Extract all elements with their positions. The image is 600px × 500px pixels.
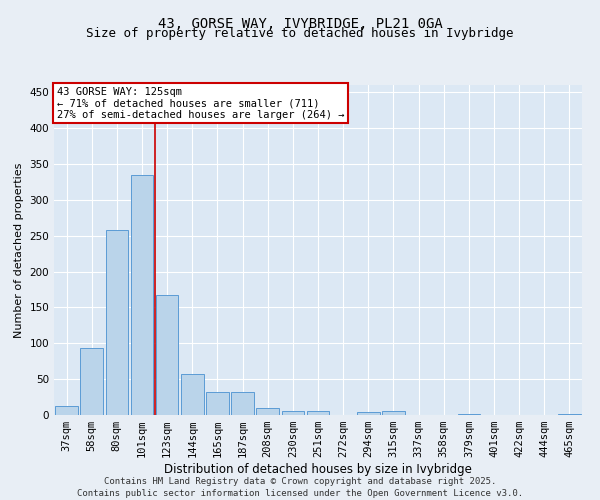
Bar — [55, 406, 78, 415]
Bar — [131, 174, 154, 415]
Bar — [458, 414, 480, 415]
Bar — [558, 414, 581, 415]
Bar — [281, 410, 304, 415]
Bar — [382, 412, 405, 415]
Bar — [106, 230, 128, 415]
Bar — [156, 295, 178, 415]
Bar — [307, 412, 329, 415]
Y-axis label: Number of detached properties: Number of detached properties — [14, 162, 24, 338]
Bar — [206, 392, 229, 415]
Bar — [256, 408, 279, 415]
Bar — [181, 374, 203, 415]
Bar — [357, 412, 380, 415]
Bar — [80, 348, 103, 415]
Text: 43 GORSE WAY: 125sqm
← 71% of detached houses are smaller (711)
27% of semi-deta: 43 GORSE WAY: 125sqm ← 71% of detached h… — [56, 86, 344, 120]
Text: Contains HM Land Registry data © Crown copyright and database right 2025.
Contai: Contains HM Land Registry data © Crown c… — [77, 476, 523, 498]
Bar — [231, 392, 254, 415]
X-axis label: Distribution of detached houses by size in Ivybridge: Distribution of detached houses by size … — [164, 463, 472, 476]
Text: Size of property relative to detached houses in Ivybridge: Size of property relative to detached ho… — [86, 28, 514, 40]
Text: 43, GORSE WAY, IVYBRIDGE, PL21 0GA: 43, GORSE WAY, IVYBRIDGE, PL21 0GA — [158, 18, 442, 32]
